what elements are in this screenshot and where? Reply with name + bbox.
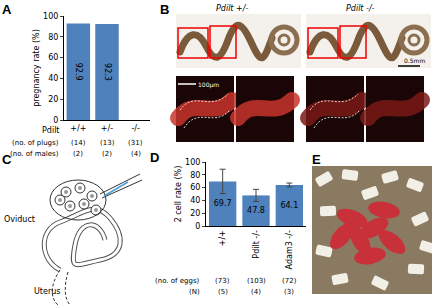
svg-text:64.1: 64.1: [280, 201, 298, 210]
svg-text:100: 100: [185, 158, 200, 167]
svg-text:40: 40: [190, 196, 200, 205]
html-text:D: D: [150, 150, 160, 165]
html-text:A: A: [2, 2, 12, 17]
svg-text:(2): (2): [73, 150, 83, 158]
svg-text:(13): (13): [100, 139, 115, 147]
svg-text:+/-: +/-: [101, 124, 113, 133]
svg-text:Uterus: Uterus: [34, 287, 60, 296]
svg-text:80: 80: [48, 33, 58, 42]
svg-text:-/-: -/-: [131, 124, 140, 133]
svg-text:+/+: +/+: [70, 124, 86, 133]
svg-text:(72): (72): [282, 277, 297, 285]
svg-text:92.9: 92.9: [74, 63, 83, 81]
svg-text:(14): (14): [71, 139, 86, 147]
svg-text:+/+: +/+: [218, 230, 227, 246]
svg-text:20: 20: [48, 95, 58, 104]
svg-text:(5): (5): [218, 288, 228, 296]
svg-text:Adam3 -/-: Adam3 -/-: [285, 230, 294, 269]
svg-text:Pdilt -/-: Pdilt -/-: [346, 4, 375, 13]
svg-text:(3): (3): [284, 288, 294, 296]
svg-text:Pdilt: Pdilt: [42, 126, 59, 135]
html-text:C: C: [2, 152, 12, 167]
svg-text:(no. of males): (no. of males): [10, 150, 59, 158]
svg-text:(73): (73): [215, 277, 230, 285]
svg-text:Pdilt -/-: Pdilt -/-: [252, 230, 261, 259]
svg-text:80: 80: [190, 171, 200, 180]
svg-text:40: 40: [48, 74, 58, 83]
svg-text:60: 60: [190, 183, 200, 192]
svg-text:pregnancy rate (%): pregnancy rate (%): [32, 29, 41, 107]
svg-text:(no. of eggs): (no. of eggs): [155, 277, 200, 285]
svg-text:100: 100: [43, 12, 58, 21]
svg-text:Oviduct: Oviduct: [4, 215, 35, 224]
svg-text:2 cell rate (%): 2 cell rate (%): [174, 166, 183, 223]
svg-text:60: 60: [48, 53, 58, 62]
svg-text:69.7: 69.7: [214, 199, 232, 208]
html-text:E: E: [312, 152, 321, 167]
svg-text:0: 0: [53, 116, 58, 125]
svg-text:47.8: 47.8: [247, 206, 265, 215]
svg-text:(31): (31): [128, 139, 143, 147]
svg-text:92.3: 92.3: [103, 63, 112, 81]
svg-text:(2): (2): [102, 150, 112, 158]
svg-text:20: 20: [190, 209, 200, 218]
svg-text:(103): (103): [247, 277, 266, 285]
svg-text:(no. of plugs): (no. of plugs): [12, 139, 59, 147]
svg-text:(4): (4): [131, 150, 141, 158]
svg-text:(4): (4): [251, 288, 261, 296]
html-text:B: B: [160, 2, 170, 17]
svg-text:100μm: 100μm: [198, 81, 219, 89]
svg-text:(N): (N): [189, 288, 200, 296]
svg-text:0: 0: [195, 222, 200, 231]
svg-text:Pdilt +/-: Pdilt +/-: [216, 4, 248, 13]
svg-text:0.5mm: 0.5mm: [404, 57, 425, 64]
